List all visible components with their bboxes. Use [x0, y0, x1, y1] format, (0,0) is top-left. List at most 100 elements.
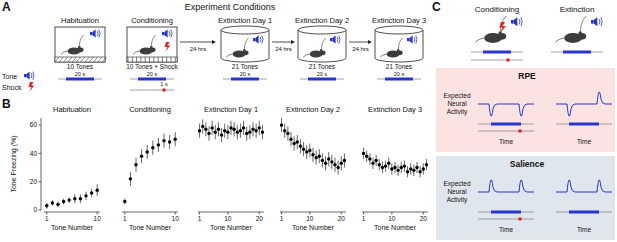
y-axis-label: Tone Freezing (%) [10, 135, 18, 192]
speaker-wave [31, 73, 33, 78]
data-point [62, 200, 65, 203]
data-point [314, 156, 317, 159]
shock-icon [29, 82, 35, 92]
tone-bar [569, 211, 599, 214]
plot-area [123, 132, 177, 204]
floor-hatch [68, 57, 72, 62]
row-title: RPE [518, 71, 536, 81]
floor-grid [145, 57, 146, 62]
speaker-icon [594, 17, 598, 26]
data-point [362, 152, 365, 155]
condition-title: Extinction Day 1 [218, 16, 272, 25]
x-tick-label: 10 [388, 215, 396, 222]
data-point [45, 204, 48, 207]
cylinder [221, 30, 269, 62]
row-label-line: Activity [447, 108, 468, 116]
shock-timeline [478, 219, 534, 220]
cylinder-top [298, 26, 346, 34]
tone-bar [491, 123, 521, 126]
fiber-cable [321, 38, 325, 51]
data-point [406, 170, 409, 173]
mouse-tail [226, 54, 232, 57]
floor-hatch [64, 57, 68, 62]
plot-area [45, 185, 99, 209]
y-tick-label: 20 [30, 178, 38, 185]
data-point [327, 157, 330, 160]
shock-dot [518, 217, 522, 221]
mouse-tail [303, 54, 309, 57]
tone-bar [483, 51, 511, 54]
speaker-wave [601, 17, 602, 26]
x-tick-label: 10 [306, 215, 314, 222]
speaker-wave [33, 72, 34, 80]
panel-label: C [432, 0, 441, 14]
shock-icon [165, 42, 171, 52]
x-axis-label: Tone Number [210, 224, 253, 231]
data-point [84, 194, 87, 197]
arrow [272, 42, 292, 43]
speaker-wave [521, 17, 522, 26]
data-point [400, 166, 403, 169]
plot-area [362, 148, 428, 178]
data-point [378, 163, 381, 166]
shock-timeline [478, 131, 534, 132]
speaker-icon [253, 38, 255, 41]
data-point [251, 128, 254, 131]
data-point [261, 130, 264, 133]
tone-timeline [478, 212, 534, 213]
interval-label: 24 hrs [275, 46, 292, 52]
data-point [374, 159, 377, 162]
shock-timeline [130, 90, 174, 91]
tone-duration: 20 s [317, 71, 328, 77]
floor-hatch [77, 57, 81, 62]
floor-hatch [98, 57, 102, 62]
row-label: ExpectedNeuralActivity [443, 180, 470, 204]
data-point [146, 150, 149, 153]
tone-count: 10 Tones + Shock [126, 63, 178, 70]
x-tick-label: 10 [94, 215, 102, 222]
chamber-floor [127, 57, 177, 62]
data-point [157, 143, 160, 146]
data-point [330, 160, 333, 163]
speaker-wave [262, 36, 263, 44]
x-axis-label: Tone Number [292, 224, 335, 231]
data-point [236, 130, 239, 133]
interval-label: 24 hrs [352, 46, 369, 52]
data-point [289, 138, 292, 141]
speaker-icon [511, 20, 514, 24]
speaker-icon [24, 74, 26, 77]
speaker-icon [514, 17, 518, 26]
interval-label: 24 hrs [190, 46, 207, 52]
chart-title: Extinction Day 3 [368, 105, 422, 114]
tone-bar [308, 78, 336, 81]
row-title: Salience [510, 159, 545, 169]
data-point [248, 130, 251, 133]
speaker-wave [97, 31, 99, 36]
shock-icon [499, 22, 505, 33]
data-point [229, 126, 232, 129]
x-axis-label: Tone Number [374, 224, 417, 231]
data-point [201, 125, 204, 128]
floor-hatch [55, 57, 59, 62]
data-point [425, 163, 428, 166]
fiber-cable [79, 35, 83, 48]
chamber-floor [55, 57, 105, 62]
data-point [305, 150, 308, 153]
mouse-tail [555, 38, 564, 42]
data-point [134, 163, 137, 166]
speaker-icon [255, 36, 258, 44]
floor-hatch [85, 57, 89, 62]
condition-title: Extinction Day 2 [295, 16, 349, 25]
tone-timeline [377, 79, 421, 80]
x-axis [362, 212, 428, 213]
data-point [204, 128, 207, 131]
floor-grid [166, 57, 167, 62]
y-tick [39, 125, 42, 126]
floor-hatch [81, 57, 85, 62]
x-axis [44, 212, 100, 213]
column-title: Extinction [560, 5, 595, 14]
data-point [396, 169, 399, 172]
data-point [299, 145, 302, 148]
data-point [393, 166, 396, 169]
data-point [418, 170, 421, 173]
